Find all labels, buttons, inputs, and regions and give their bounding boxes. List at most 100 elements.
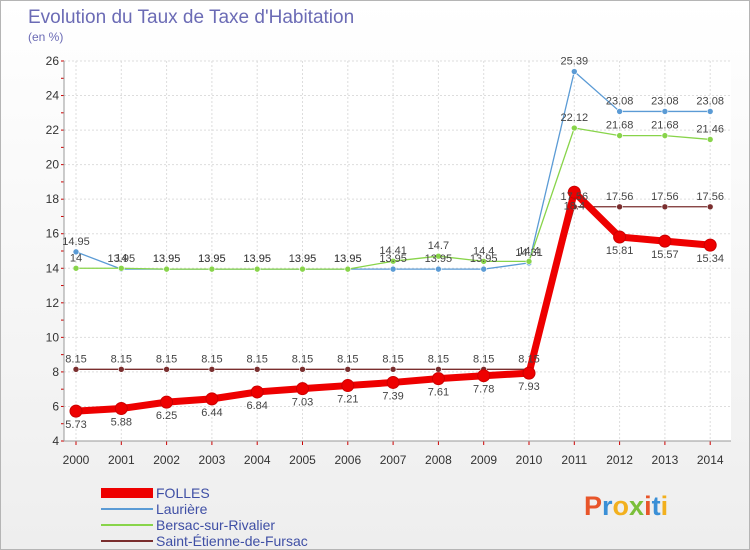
data-label: 6.84	[246, 400, 267, 412]
data-label: 14.41	[379, 245, 407, 257]
data-label: 23.08	[696, 95, 724, 107]
legend-label: Saint-Étienne-de-Fursac	[156, 533, 308, 549]
x-tick-label: 2010	[516, 453, 543, 467]
data-label: 25.39	[561, 56, 589, 68]
data-label: 13.95	[243, 253, 271, 265]
data-label: 7.39	[382, 390, 403, 402]
x-tick-label: 2005	[289, 453, 316, 467]
data-point	[703, 238, 717, 252]
legend-label: Bersac-sur-Rivalier	[156, 517, 276, 533]
data-label: 13.95	[198, 253, 226, 265]
logo-letter: r	[602, 491, 613, 521]
y-tick-label: 22	[46, 123, 60, 137]
data-point	[344, 366, 352, 373]
data-point	[435, 265, 442, 273]
data-label: 17.56	[651, 191, 679, 203]
data-label: 14.31	[515, 247, 543, 259]
data-label: 14.7	[428, 240, 449, 252]
data-point	[72, 264, 80, 272]
legend-swatch	[101, 540, 153, 542]
data-point	[661, 108, 669, 115]
data-label: 8.15	[246, 353, 267, 365]
data-point	[616, 203, 623, 211]
data-point	[296, 382, 309, 396]
data-point	[253, 265, 261, 273]
data-label: 5.88	[111, 417, 132, 429]
data-point	[616, 108, 623, 115]
data-label: 7.61	[428, 387, 449, 399]
data-point	[570, 68, 578, 75]
data-label: 13.95	[379, 253, 407, 265]
data-label: 13.95	[470, 253, 498, 265]
data-point	[299, 265, 306, 273]
data-label: 7.93	[518, 381, 539, 393]
logo-letter: t	[651, 491, 661, 521]
data-label: 17.56	[606, 191, 634, 203]
y-tick-label: 18	[46, 192, 60, 206]
data-point	[72, 366, 80, 373]
data-point	[118, 264, 125, 272]
data-point	[299, 366, 306, 373]
data-label: 17.56	[696, 191, 724, 203]
data-label: 13.95	[198, 253, 226, 265]
data-point	[435, 252, 442, 260]
data-label: 14	[70, 252, 82, 264]
data-point	[341, 379, 355, 393]
data-point	[706, 136, 714, 143]
data-point	[163, 265, 170, 273]
x-tick-label: 2003	[199, 453, 226, 467]
y-tick-label: 16	[46, 227, 60, 241]
x-tick-label: 2000	[63, 453, 90, 467]
data-label: 18.4	[564, 200, 585, 212]
legend-label: FOLLES	[156, 485, 210, 501]
logo-letter: P	[584, 491, 603, 521]
y-tick-label: 12	[46, 296, 60, 310]
data-point	[567, 185, 581, 199]
data-point	[706, 203, 714, 211]
data-label: 8.15	[111, 353, 132, 365]
data-label: 8.15	[473, 353, 494, 365]
data-label: 21.68	[651, 120, 679, 132]
data-label: 14.4	[518, 245, 539, 257]
legend-swatch	[101, 488, 153, 498]
data-label: 13.95	[334, 253, 362, 265]
data-point	[72, 248, 80, 256]
x-tick-label: 2011	[561, 453, 587, 467]
data-label: 8.15	[201, 353, 222, 365]
data-label: 7.03	[292, 397, 313, 409]
chart-title: Evolution du Taux de Taxe d'Habitation	[28, 7, 355, 28]
data-label: 13.95	[243, 253, 271, 265]
data-point	[208, 366, 216, 373]
data-label: 6.44	[201, 407, 222, 419]
y-tick-label: 20	[46, 158, 60, 172]
data-point	[344, 265, 352, 273]
data-point	[661, 203, 669, 211]
data-point	[386, 375, 400, 389]
data-label: 23.08	[651, 95, 679, 107]
x-tick-label: 2008	[425, 453, 452, 467]
data-point	[435, 366, 442, 373]
data-point	[205, 392, 219, 406]
data-point	[522, 366, 536, 380]
data-point	[250, 385, 264, 399]
data-label: 8.15	[428, 353, 449, 365]
data-label: 7.21	[337, 394, 358, 406]
y-tick-label: 14	[46, 261, 60, 275]
data-label: 14	[115, 252, 127, 264]
data-label: 13.95	[108, 253, 136, 265]
data-point	[525, 258, 533, 265]
data-point	[69, 404, 83, 418]
data-point	[163, 366, 170, 373]
data-point	[160, 395, 174, 409]
data-label: 6.25	[156, 410, 177, 422]
data-label: 5.73	[65, 419, 86, 431]
data-point	[480, 258, 488, 265]
data-label: 13.95	[289, 253, 317, 265]
y-tick-label: 10	[46, 330, 60, 344]
data-label: 13.95	[153, 253, 181, 265]
y-tick-label: 6	[52, 399, 59, 413]
legend-swatch	[101, 524, 153, 526]
data-point	[389, 265, 397, 273]
